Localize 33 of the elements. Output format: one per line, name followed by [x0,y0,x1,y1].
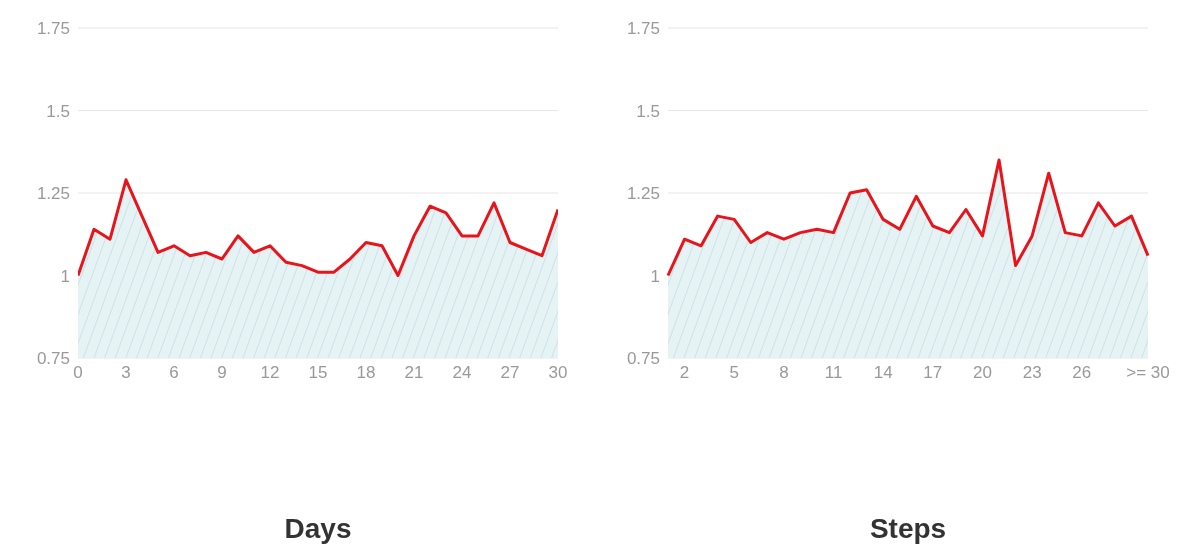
y-tick-label: 0.75 [36,349,70,369]
y-tick-label: 1.75 [626,19,660,39]
y-tick-label: 1.5 [46,101,70,121]
x-tick-label: 2 [679,363,690,383]
x-tick-label: 20 [973,363,992,383]
x-tick-label: 23 [1022,363,1042,383]
x-tick-label: 9 [217,363,227,383]
y-tick-label: 1 [60,266,70,286]
x-tick-label: 17 [923,363,943,383]
x-tick-label: 12 [260,363,280,383]
y-tick-label: 1.75 [36,19,70,39]
x-tick-label: 27 [500,363,520,383]
x-tick-label: 6 [169,363,179,383]
y-tick-label: 1.5 [636,101,660,121]
x-tick-label: 15 [308,363,328,383]
x-tick-label: 11 [824,363,843,383]
y-tick-label: 1.25 [36,184,70,204]
x-tick-label: 14 [873,363,893,383]
x-tick-label: >= 30 [1126,363,1170,383]
x-tick-label: 3 [121,363,131,383]
y-tick-label: 1 [650,266,660,286]
x-tick-label: 26 [1072,363,1092,383]
x-tick-label: 0 [73,363,83,383]
x-tick-label: 18 [356,363,376,383]
y-tick-label: 0.75 [626,349,660,369]
x-tick-label: 24 [452,363,472,383]
x-tick-label: 30 [548,363,568,383]
x-tick-label: 8 [779,363,789,383]
x-axis-title: Steps [868,513,948,545]
x-tick-label: 5 [729,363,739,383]
x-axis-title: Days [283,513,353,545]
y-tick-label: 1.25 [626,184,660,204]
x-tick-label: 21 [404,363,424,383]
